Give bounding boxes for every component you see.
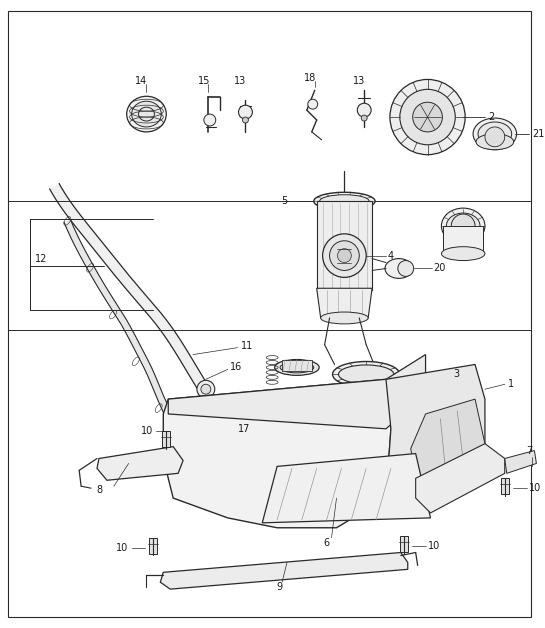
Circle shape	[398, 261, 414, 276]
Polygon shape	[416, 443, 505, 513]
Circle shape	[361, 115, 367, 121]
Ellipse shape	[332, 362, 400, 387]
Circle shape	[358, 103, 371, 117]
Text: 17: 17	[238, 424, 250, 434]
Bar	[444, 226, 483, 254]
Ellipse shape	[314, 192, 375, 210]
Bar	[400, 536, 408, 551]
Polygon shape	[317, 288, 372, 318]
Text: 16: 16	[229, 362, 242, 372]
Polygon shape	[386, 364, 485, 498]
Ellipse shape	[441, 247, 485, 261]
Polygon shape	[262, 453, 431, 523]
Text: 21: 21	[532, 129, 545, 139]
Circle shape	[390, 80, 465, 154]
Circle shape	[272, 491, 282, 501]
Ellipse shape	[320, 195, 369, 208]
Circle shape	[243, 117, 249, 123]
Ellipse shape	[473, 118, 517, 149]
Bar	[149, 538, 158, 553]
Text: 5: 5	[281, 196, 287, 206]
Polygon shape	[411, 399, 485, 479]
Polygon shape	[505, 450, 536, 474]
Ellipse shape	[275, 359, 319, 376]
Bar	[282, 359, 312, 371]
Text: 10: 10	[529, 483, 541, 493]
Ellipse shape	[126, 96, 166, 132]
Ellipse shape	[385, 259, 413, 278]
Circle shape	[201, 384, 211, 394]
Text: 13: 13	[353, 77, 365, 87]
Text: 8: 8	[96, 485, 102, 495]
Text: 7: 7	[526, 446, 532, 455]
Polygon shape	[160, 553, 408, 589]
Circle shape	[239, 105, 252, 119]
Ellipse shape	[446, 213, 480, 239]
Polygon shape	[168, 355, 426, 429]
Ellipse shape	[441, 208, 485, 244]
Text: 20: 20	[433, 264, 446, 273]
Text: 1: 1	[508, 379, 514, 389]
Text: 15: 15	[198, 77, 210, 87]
Polygon shape	[97, 447, 183, 480]
Polygon shape	[164, 379, 391, 528]
Ellipse shape	[320, 312, 368, 324]
Text: 6: 6	[324, 538, 330, 548]
Ellipse shape	[338, 365, 394, 384]
Ellipse shape	[280, 362, 314, 373]
Text: 3: 3	[453, 369, 459, 379]
Bar	[162, 431, 170, 447]
Text: 18: 18	[304, 73, 316, 84]
Circle shape	[485, 127, 505, 147]
Circle shape	[330, 241, 359, 271]
Text: 2: 2	[488, 112, 494, 122]
Circle shape	[197, 381, 215, 398]
Polygon shape	[64, 220, 196, 479]
Text: 10: 10	[117, 543, 129, 553]
Text: 12: 12	[35, 254, 47, 264]
Circle shape	[451, 214, 475, 238]
Text: 9: 9	[276, 582, 282, 592]
Text: 10: 10	[427, 541, 440, 551]
Ellipse shape	[478, 122, 512, 146]
Circle shape	[204, 114, 216, 126]
Circle shape	[337, 249, 352, 263]
Bar	[317, 201, 372, 290]
Text: 14: 14	[135, 77, 148, 87]
Polygon shape	[50, 183, 277, 516]
Text: 10: 10	[141, 426, 153, 436]
Text: 4: 4	[388, 251, 394, 261]
Bar	[501, 479, 508, 494]
Ellipse shape	[211, 406, 228, 416]
Ellipse shape	[132, 101, 161, 127]
Circle shape	[413, 102, 443, 132]
Circle shape	[323, 234, 366, 278]
Ellipse shape	[476, 134, 513, 149]
Text: 11: 11	[240, 340, 253, 350]
Circle shape	[400, 89, 455, 145]
Text: 13: 13	[234, 77, 247, 87]
Circle shape	[308, 99, 318, 109]
